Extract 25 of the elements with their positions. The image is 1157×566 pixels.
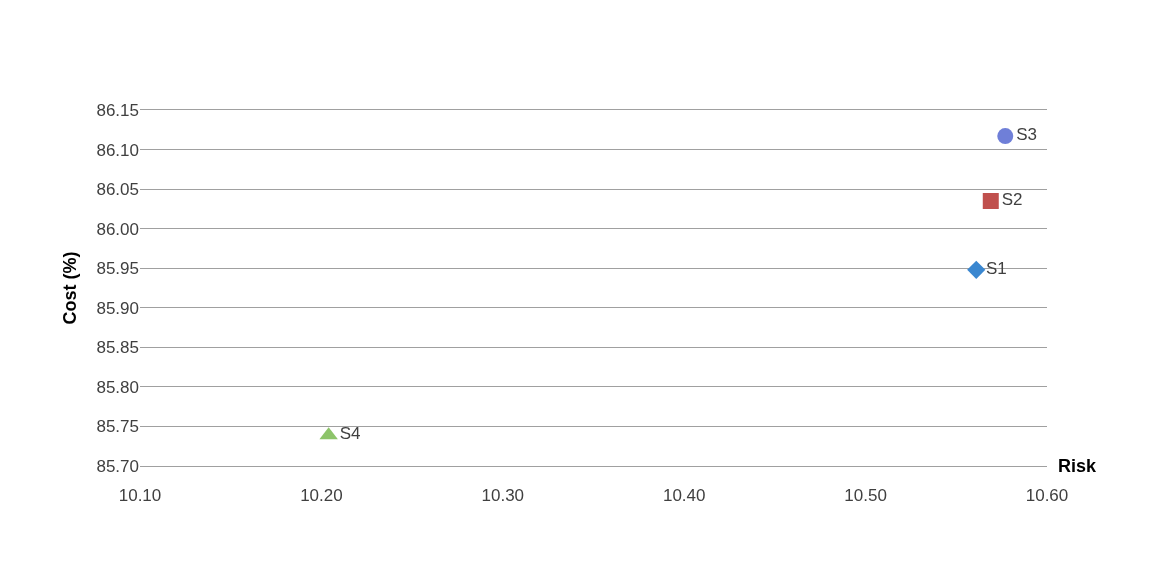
series-label: S3 <box>1016 125 1038 145</box>
point <box>982 192 999 209</box>
series-label: S2 <box>1001 190 1023 210</box>
y-axis-title: Cost (%) <box>59 251 80 325</box>
y-tick-label: 85.90 <box>96 298 139 318</box>
series-label: S4 <box>339 424 361 444</box>
point <box>967 260 986 279</box>
x-axis-title: Risk <box>1058 456 1098 476</box>
x-tick-label: 10.50 <box>844 486 887 506</box>
y-tick-label: 85.95 <box>96 259 139 279</box>
y-tick-label: 85.85 <box>96 338 139 358</box>
series-label: S1 <box>986 259 1007 279</box>
y-tick-label: 85.80 <box>96 377 139 397</box>
x-tick-label: 10.10 <box>118 486 162 506</box>
y-tick-label: 85.70 <box>96 456 139 476</box>
y-tick-label: 86.05 <box>96 180 139 200</box>
x-tick-label: 10.60 <box>1025 486 1069 506</box>
x-tick-label: 10.20 <box>300 486 343 506</box>
point <box>997 128 1014 145</box>
x-tick-label: 10.40 <box>662 486 706 506</box>
y-tick-label: 86.00 <box>96 219 139 239</box>
y-tick-label: 85.75 <box>96 417 139 437</box>
y-tick-label: 86.10 <box>96 140 139 160</box>
x-tick-label: 10.30 <box>481 486 525 506</box>
y-tick-label: 86.15 <box>96 100 139 120</box>
